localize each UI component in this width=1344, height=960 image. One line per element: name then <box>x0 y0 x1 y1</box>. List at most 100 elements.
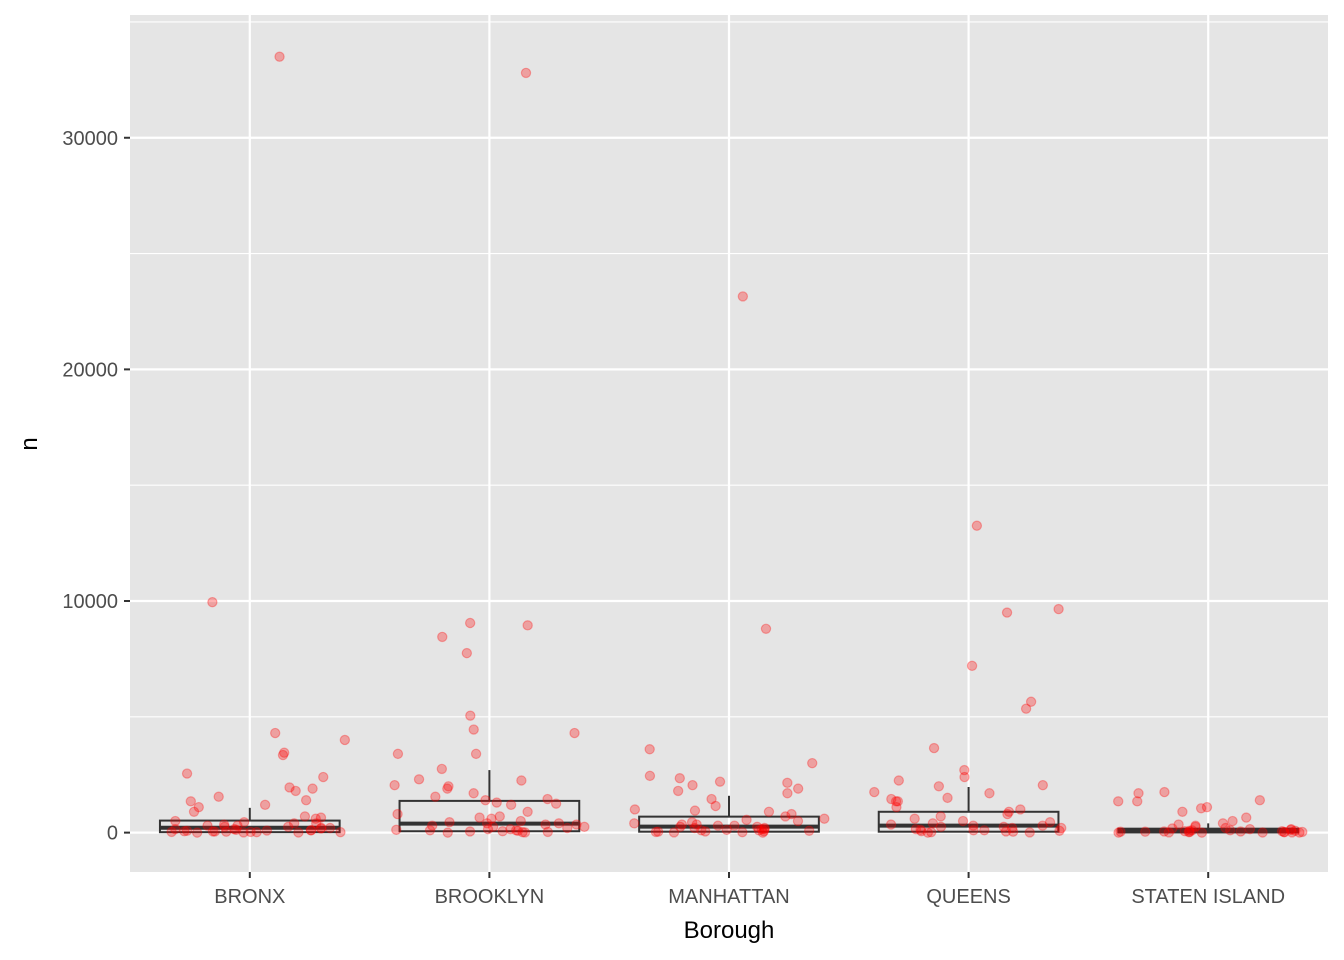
data-point <box>219 821 230 833</box>
data-point <box>1190 820 1201 831</box>
data-point <box>676 819 688 830</box>
data-point <box>890 796 902 807</box>
data-point <box>202 820 213 831</box>
data-point <box>482 823 494 835</box>
data-point <box>892 796 904 807</box>
data-point <box>689 822 700 834</box>
data-point <box>1020 703 1032 714</box>
data-point <box>505 823 516 835</box>
box <box>638 815 820 833</box>
data-point <box>274 51 285 62</box>
data-point <box>300 794 312 806</box>
data-point <box>318 771 329 783</box>
data-point <box>1177 806 1188 817</box>
data-point <box>1183 826 1195 838</box>
data-point <box>1276 826 1288 837</box>
data-point <box>1184 826 1195 838</box>
data-point <box>971 520 983 531</box>
data-point <box>760 623 772 634</box>
data-point <box>909 813 920 824</box>
data-point <box>935 821 947 833</box>
data-point <box>933 781 945 792</box>
data-point <box>1244 823 1256 835</box>
data-point <box>511 825 522 836</box>
data-point <box>737 291 749 302</box>
data-point <box>579 821 590 833</box>
data-point <box>700 826 711 837</box>
x-tick-label: QUEENS <box>926 886 1010 908</box>
data-point <box>1297 826 1308 838</box>
data-point <box>959 764 970 776</box>
data-point <box>522 620 533 631</box>
data-point <box>515 815 526 827</box>
data-point <box>1220 822 1231 834</box>
data-point <box>751 821 763 833</box>
x-axis-title: Borough <box>684 917 775 944</box>
y-tick-label: 10000 <box>62 591 118 613</box>
data-point <box>436 763 448 775</box>
data-point <box>712 820 724 831</box>
data-point <box>497 826 508 837</box>
data-point <box>1195 803 1207 814</box>
data-point <box>1196 827 1208 838</box>
data-point <box>1158 826 1170 837</box>
data-point <box>288 818 300 829</box>
data-point <box>413 774 425 785</box>
data-point <box>277 749 289 761</box>
data-point <box>968 820 979 831</box>
data-point <box>1285 824 1297 836</box>
data-point <box>891 801 902 813</box>
data-point <box>758 826 770 837</box>
data-point <box>957 815 969 827</box>
data-point <box>229 823 240 835</box>
data-point <box>792 815 804 827</box>
data-point <box>807 757 818 769</box>
data-point <box>1000 826 1012 837</box>
data-point <box>1024 827 1035 838</box>
data-point <box>885 819 897 830</box>
data-point <box>1285 823 1297 835</box>
data-point <box>553 818 565 829</box>
data-point <box>238 817 250 828</box>
data-point <box>491 797 502 808</box>
data-point <box>238 827 249 838</box>
data-point <box>1278 826 1290 838</box>
data-point <box>221 826 232 837</box>
data-point <box>209 826 221 837</box>
data-point <box>474 812 485 823</box>
data-point <box>644 744 655 755</box>
data-point <box>392 808 403 820</box>
data-point <box>464 617 476 629</box>
data-point <box>1056 822 1067 834</box>
data-point <box>1159 786 1170 798</box>
data-point <box>1053 603 1064 615</box>
data-point <box>166 826 177 838</box>
data-point <box>1133 788 1144 799</box>
data-point <box>668 827 680 838</box>
data-point <box>1025 696 1037 707</box>
data-point <box>1001 607 1013 618</box>
data-point <box>540 819 551 830</box>
y-tick-label: 30000 <box>62 128 118 150</box>
data-point <box>1007 826 1019 837</box>
data-point <box>442 827 453 838</box>
data-point <box>780 811 791 822</box>
data-point <box>1054 825 1065 836</box>
data-point <box>516 775 527 786</box>
data-point <box>181 768 193 779</box>
data-point <box>686 817 698 828</box>
box <box>877 810 1060 833</box>
data-point <box>444 817 455 828</box>
data-point <box>486 813 497 824</box>
data-point <box>571 819 582 830</box>
data-point <box>392 748 404 760</box>
data-point <box>170 823 181 835</box>
data-point <box>181 825 193 836</box>
data-point <box>335 826 346 838</box>
data-point <box>729 820 740 831</box>
data-point <box>305 825 317 836</box>
data-point <box>696 825 707 836</box>
data-point <box>782 788 793 799</box>
data-point <box>520 67 532 79</box>
data-point <box>979 825 990 836</box>
